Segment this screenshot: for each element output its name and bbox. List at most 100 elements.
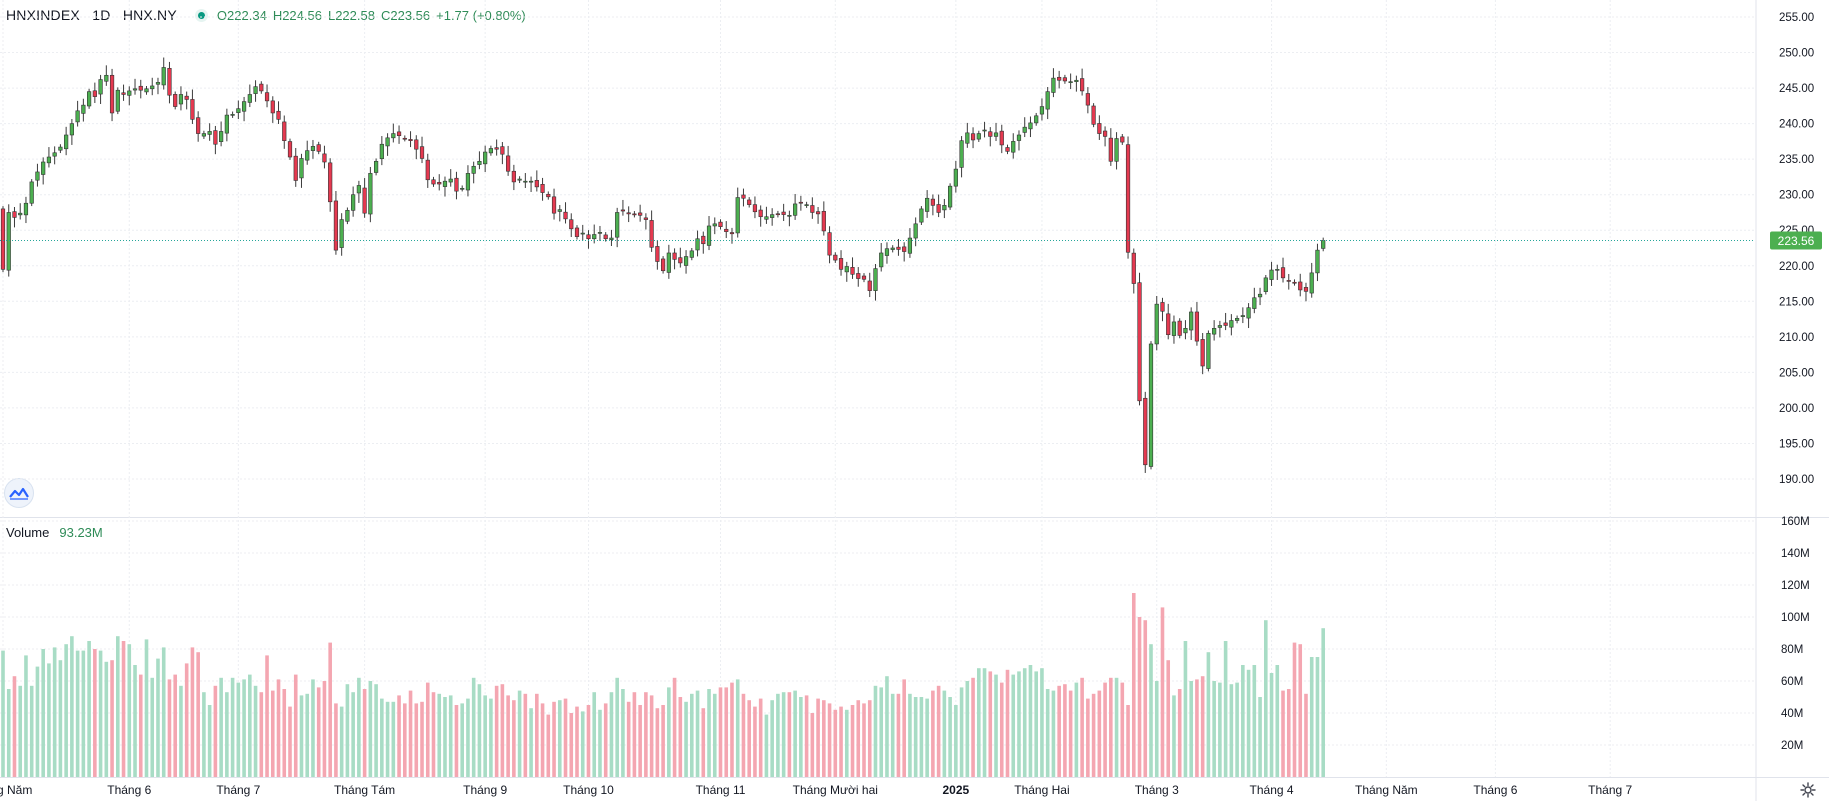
candle-body — [706, 225, 712, 246]
volume-bar — [1034, 671, 1038, 777]
volume-bar — [1063, 684, 1067, 777]
volume-bar — [248, 674, 252, 777]
candle-body — [999, 130, 1004, 146]
interval-label: 1D — [92, 7, 111, 23]
volume-bar — [397, 695, 401, 777]
volume-bar — [724, 687, 729, 777]
tradingview-logo-icon[interactable] — [4, 478, 34, 508]
volume-bar — [609, 692, 614, 777]
candle-body — [1183, 328, 1188, 334]
candle-body — [155, 82, 161, 85]
volume-bar — [339, 706, 344, 777]
volume-bar — [867, 700, 872, 777]
candle-body — [1309, 272, 1314, 294]
candle-body — [408, 139, 413, 141]
candle-body — [1125, 144, 1131, 253]
volume-bar — [385, 701, 390, 777]
volume-bar — [144, 639, 149, 777]
candle-body — [540, 184, 545, 193]
volume-bar — [569, 713, 574, 777]
ohlc-open: O222.34 — [217, 8, 267, 23]
candle-body — [351, 194, 356, 211]
candle-body — [1257, 293, 1263, 298]
volume-bar — [816, 698, 820, 777]
candle-body — [431, 179, 436, 185]
volume-bar — [184, 663, 189, 777]
volume-bar — [357, 677, 361, 777]
candle-body — [1189, 311, 1194, 331]
candle-body — [879, 252, 884, 268]
candle-body — [264, 92, 270, 102]
volume-bar — [425, 682, 430, 777]
volume-bar — [827, 703, 832, 777]
candle-body — [1321, 240, 1326, 249]
volume-bar — [1022, 668, 1027, 777]
candle-body — [1085, 93, 1090, 106]
settings-gear-icon[interactable] — [1800, 782, 1816, 798]
candle-body — [873, 268, 878, 291]
candle-body — [247, 94, 252, 103]
volume-bar — [1246, 669, 1251, 777]
candle-body — [454, 177, 459, 192]
volume-bar — [919, 697, 924, 777]
symbol-title[interactable]: HNXINDEX 1D HNX.NY — [6, 7, 177, 23]
candle-body — [414, 139, 419, 150]
candle-body — [270, 100, 275, 114]
candle-body — [483, 151, 488, 165]
candle-body — [299, 158, 304, 179]
candle-body — [1091, 105, 1096, 125]
volume-bar — [466, 698, 470, 777]
candle-body — [201, 133, 207, 137]
volume-bar — [598, 709, 602, 777]
volume-bar — [311, 679, 315, 777]
volume-bar — [110, 660, 114, 777]
price-tick-label: 195.00 — [1779, 438, 1814, 450]
volume-bar — [1114, 677, 1119, 777]
candle-body — [150, 85, 155, 90]
candle-body — [884, 248, 890, 256]
volume-bar — [1212, 681, 1216, 777]
volume-tick-label: 100M — [1781, 612, 1810, 624]
volume-bar — [971, 677, 975, 777]
volume-bar — [1040, 668, 1044, 777]
candle-body — [379, 143, 384, 160]
candle-body — [741, 194, 746, 199]
volume-bar — [626, 701, 631, 777]
volume-bar — [741, 693, 746, 777]
volume-bar — [81, 650, 86, 777]
volume-bar — [1229, 684, 1234, 777]
volume-bar — [879, 687, 884, 777]
volume-bar — [776, 693, 780, 777]
volume-bar — [856, 700, 861, 777]
candle-body — [1108, 137, 1113, 162]
candle-body — [810, 205, 815, 213]
candle-body — [293, 155, 298, 181]
candle-body — [643, 217, 648, 220]
volume-bar — [167, 679, 172, 777]
volume-bar — [747, 700, 751, 777]
candle-body — [712, 223, 717, 227]
candle-body — [1028, 122, 1033, 130]
candle-body — [1057, 76, 1062, 81]
volume-bar — [1068, 690, 1073, 777]
volume-tick-label: 20M — [1781, 740, 1803, 752]
volume-bar — [667, 687, 671, 777]
volume-bar — [913, 697, 918, 777]
volume-bar — [632, 692, 637, 777]
candle-body — [1143, 397, 1148, 466]
candle-body — [546, 193, 551, 198]
candle-body — [632, 213, 637, 216]
volume-bar — [822, 700, 826, 777]
candle-body — [615, 212, 620, 238]
time-tick-label: Tháng 9 — [463, 783, 507, 797]
candle-body — [666, 252, 671, 273]
candle-body — [1120, 136, 1125, 143]
candle-body — [425, 159, 430, 181]
candle-body — [902, 246, 907, 252]
live-dot-icon — [194, 8, 208, 22]
candle-body — [982, 129, 987, 132]
volume-bar — [1235, 682, 1239, 777]
last-price-tag — [1770, 231, 1822, 250]
time-tick-label: tháng Năm — [0, 783, 32, 797]
